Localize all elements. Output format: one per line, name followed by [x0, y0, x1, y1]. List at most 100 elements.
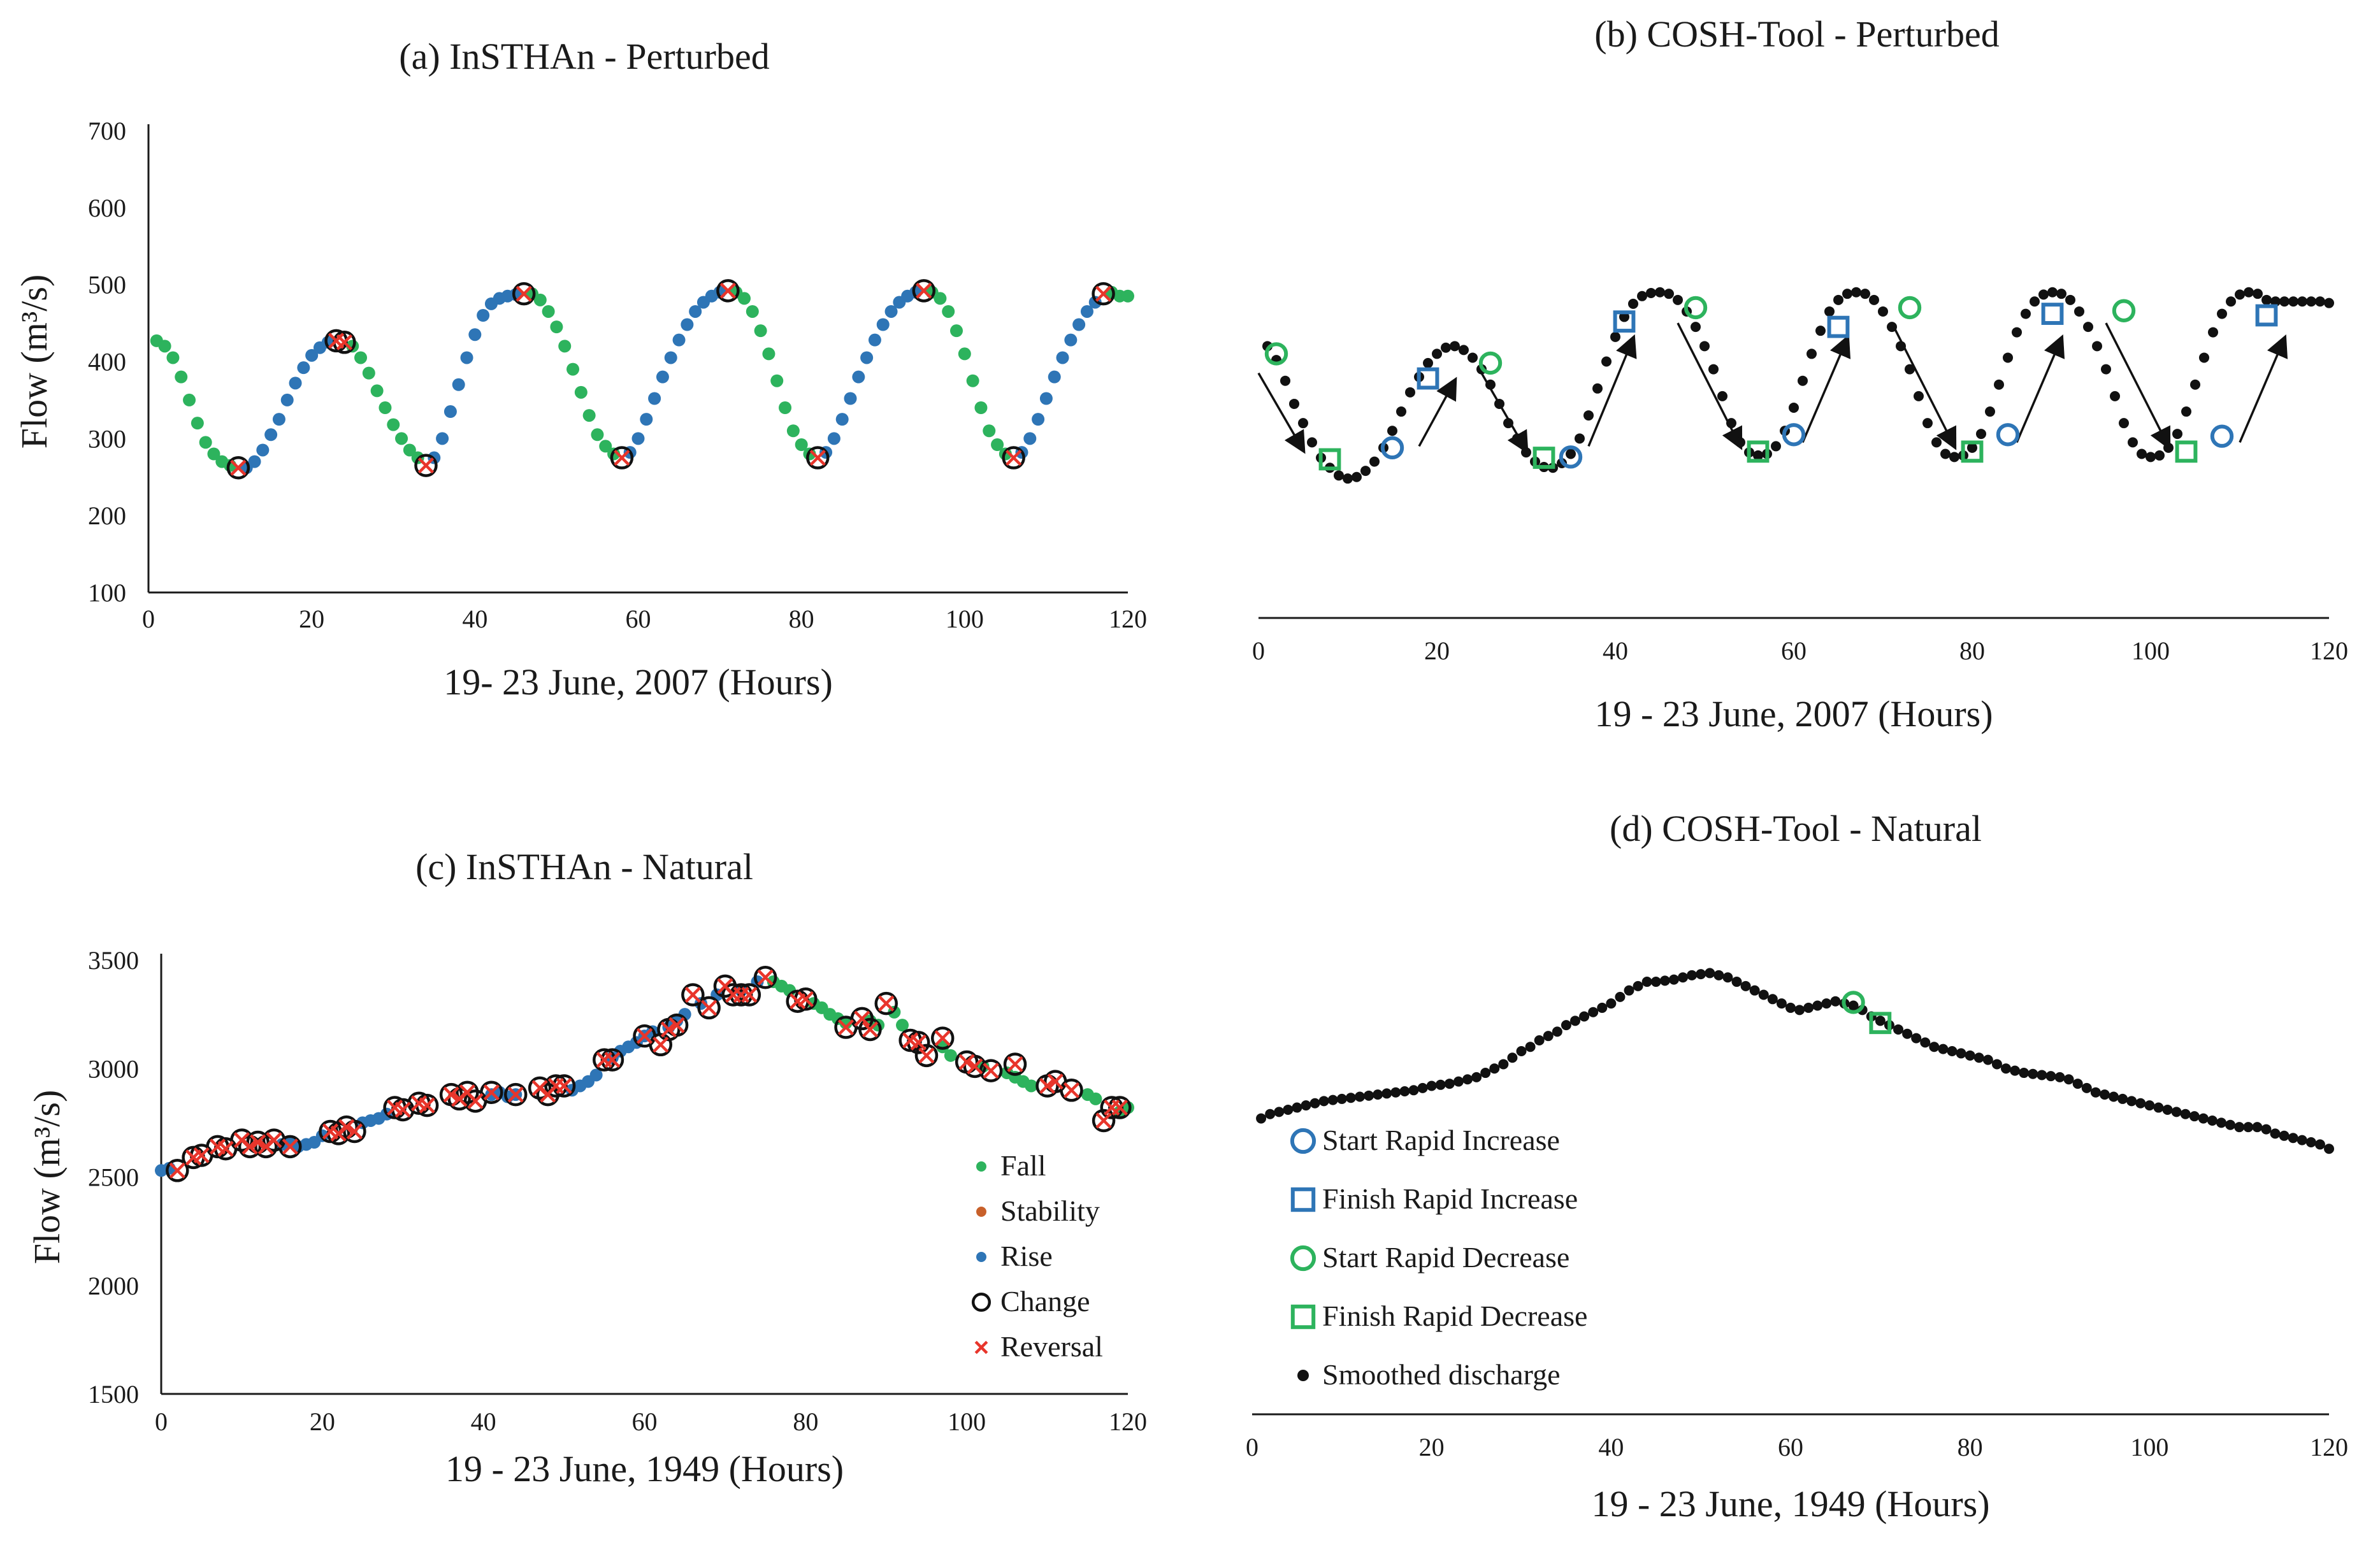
- series-smoothed-discharge: [1256, 968, 2334, 1154]
- legend-marker-4: [1297, 1370, 1309, 1381]
- trend-arrow: [2105, 322, 2171, 450]
- data-point-46: [1673, 294, 1683, 305]
- legend: Start Rapid Increase Finish Rapid Increas…: [1290, 1124, 1587, 1391]
- data-point-36: [697, 996, 721, 1020]
- data-point-102: [2172, 429, 2182, 440]
- data-point-16: [394, 1102, 411, 1118]
- data-point-0: [1256, 1113, 1267, 1124]
- data-point-52: [1064, 333, 1078, 347]
- data-point-47: [983, 424, 996, 438]
- data-point-27: [664, 351, 677, 364]
- data-point-41: [753, 965, 777, 989]
- data-point-35: [684, 986, 701, 1003]
- data-point-16: [1399, 1086, 1410, 1097]
- data-point-12: [1369, 456, 1380, 467]
- data-point-24: [507, 1086, 524, 1103]
- data-point-7: [809, 449, 826, 466]
- data-point-33: [754, 324, 767, 338]
- x-tick-label: 120: [2310, 1433, 2348, 1461]
- data-point-47: [1023, 432, 1037, 445]
- data-point-45: [854, 1010, 870, 1027]
- data-point-35: [1575, 433, 1585, 444]
- legend-marker-4: [974, 1340, 988, 1354]
- data-point-98: [2137, 448, 2147, 459]
- data-point-33: [660, 1021, 677, 1038]
- data-point-99: [2144, 1100, 2155, 1111]
- trend-arrow: [1257, 372, 1306, 454]
- data-point-17: [1408, 1085, 1419, 1096]
- data-point-12: [936, 1040, 949, 1054]
- legend-marker-3: [971, 1292, 992, 1312]
- data-point-18: [1423, 357, 1433, 368]
- data-point-51: [1713, 970, 1724, 980]
- data-point-47: [1678, 972, 1688, 983]
- y-axis-label: Flow (m³/s): [13, 275, 55, 449]
- legend-label: Smoothed discharge: [1322, 1358, 1560, 1391]
- data-point-10: [1352, 471, 1362, 482]
- data-point-10: [1345, 1093, 1356, 1103]
- data-point-95: [2110, 391, 2120, 401]
- data-point-6: [242, 1138, 258, 1155]
- data-point-28: [599, 440, 612, 453]
- legend: Fall Stability Rise Change Reversal: [971, 1149, 1103, 1363]
- data-point-61: [1807, 348, 1817, 359]
- data-point-25: [1485, 379, 1496, 390]
- data-point-108: [2226, 296, 2236, 307]
- data-point-28: [1512, 433, 1522, 444]
- legend-marker-2: [1290, 1245, 1316, 1272]
- series-reversal: [230, 282, 1112, 476]
- data-point-74: [1922, 418, 1933, 429]
- data-point-90: [2063, 1074, 2074, 1085]
- data-point-12: [1364, 1090, 1374, 1101]
- data-point-87: [2038, 289, 2049, 300]
- data-point-44: [1655, 287, 1665, 298]
- data-point-49: [1039, 392, 1053, 405]
- data-point-101: [2162, 1104, 2173, 1115]
- data-point-37: [1592, 383, 1603, 394]
- data-point-48: [991, 438, 1004, 451]
- data-point-46: [1668, 974, 1679, 985]
- data-point-95: [2109, 1091, 2119, 1102]
- data-point-59: [1092, 1109, 1116, 1133]
- series-rise: [155, 975, 764, 1177]
- legend-label: Change: [1000, 1285, 1090, 1317]
- data-point-13: [944, 1049, 957, 1062]
- data-point-14: [343, 1119, 366, 1144]
- data-point-56: [1039, 1077, 1056, 1094]
- data-point-34: [665, 1013, 689, 1037]
- data-point-107: [2216, 1117, 2226, 1128]
- data-point-93: [2090, 1087, 2101, 1098]
- data-point-11: [354, 351, 368, 364]
- data-point-4: [2210, 424, 2234, 448]
- data-point-50: [1048, 370, 1061, 384]
- x-axis-label: 19 - 23 June, 2007 (Hours): [1594, 693, 1993, 735]
- data-point-27: [1503, 418, 1513, 429]
- chart-d: (d) COSH-Tool - Natural 0 20 40 60 80 100 120 19…: [1246, 808, 2348, 1525]
- data-point-14: [452, 378, 465, 391]
- data-point-87: [2037, 1070, 2047, 1080]
- x-tick-label: 40: [1603, 636, 1628, 665]
- data-point-35: [681, 983, 705, 1007]
- trend-arrow: [2016, 334, 2065, 443]
- data-point-25: [648, 392, 661, 405]
- data-point-1: [1559, 445, 1583, 469]
- data-point-0: [1380, 436, 1404, 460]
- data-point-42: [1633, 980, 1643, 991]
- data-point-32: [1543, 1031, 1554, 1042]
- data-point-1: [1533, 447, 1555, 469]
- data-point-20: [1441, 342, 1451, 353]
- data-point-6: [716, 279, 740, 303]
- data-point-20: [1089, 1092, 1102, 1105]
- data-point-41: [757, 969, 774, 986]
- data-point-0: [1318, 448, 1341, 471]
- data-point-113: [2270, 1128, 2281, 1139]
- data-point-94: [2101, 364, 2111, 375]
- trend-arrow: [1587, 334, 1637, 447]
- data-point-46: [862, 1021, 879, 1038]
- data-point-44: [837, 1019, 855, 1036]
- data-point-1: [1478, 351, 1503, 375]
- data-point-25: [1480, 1068, 1491, 1079]
- data-point-109: [2235, 289, 2245, 300]
- data-point-0: [1264, 342, 1288, 366]
- series-change: [226, 279, 1115, 480]
